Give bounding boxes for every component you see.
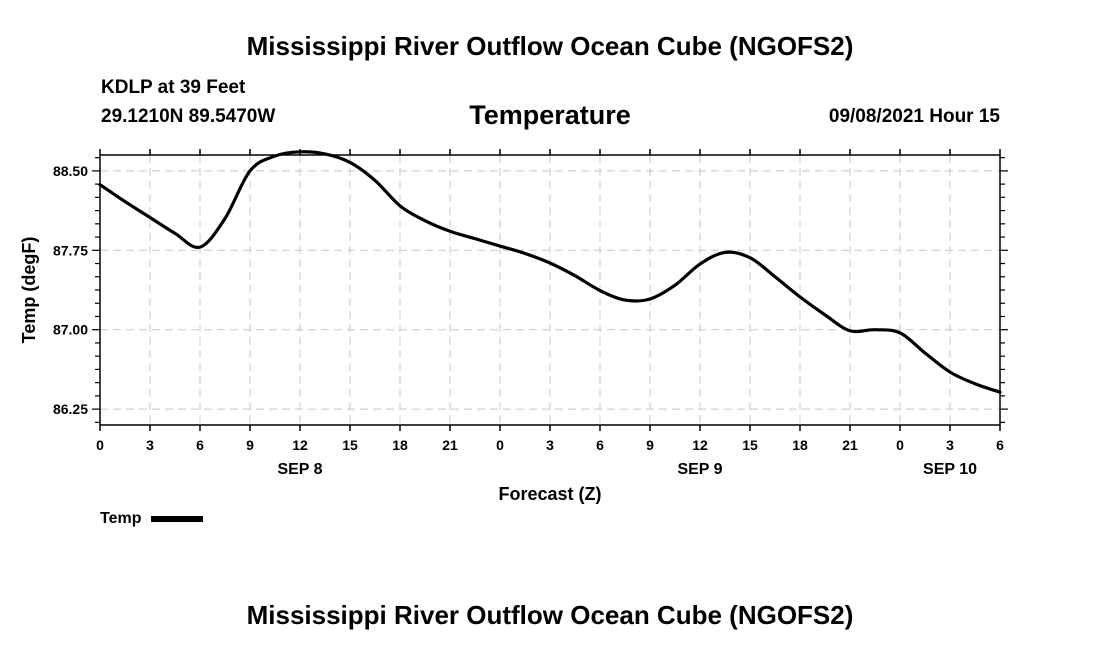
day-label: SEP 8 [277, 461, 322, 478]
x-axis-label: Forecast (Z) [498, 484, 601, 504]
legend-line-swatch [151, 515, 204, 522]
y-tick-label: 86.25 [53, 401, 88, 417]
day-label: SEP 10 [923, 461, 977, 478]
x-tick-label: 9 [646, 437, 654, 453]
x-tick-label: 21 [842, 437, 858, 453]
bottom-title: Mississippi River Outflow Ocean Cube (NG… [246, 600, 854, 630]
axis-ticks [92, 149, 1008, 431]
series-lines [98, 150, 1002, 394]
y-tick-label: 87.75 [53, 242, 88, 258]
x-tick-label: 0 [496, 437, 504, 453]
x-tick-label: 18 [792, 437, 808, 453]
station-label: KDLP at 39 Feet [101, 77, 246, 98]
x-tick-label: 12 [292, 437, 308, 453]
day-label: SEP 9 [677, 461, 722, 478]
x-tick-label: 15 [342, 437, 358, 453]
x-tick-label: 3 [146, 437, 154, 453]
x-tick-label: 9 [246, 437, 254, 453]
y-tick-label: 88.50 [53, 163, 88, 179]
x-tick-label: 6 [196, 437, 204, 453]
x-tick-label: 6 [596, 437, 604, 453]
y-tick-label: 87.00 [53, 322, 88, 338]
x-tick-label: 3 [946, 437, 954, 453]
x-tick-label: 21 [442, 437, 458, 453]
variable-title: Temperature [469, 100, 631, 130]
x-tick-label: 3 [546, 437, 554, 453]
top-title: Mississippi River Outflow Ocean Cube (NG… [246, 31, 854, 61]
x-tick-label: 15 [742, 437, 758, 453]
x-tick-label: 0 [896, 437, 904, 453]
forecast-datetime: 09/08/2021 Hour 15 [828, 106, 1000, 127]
x-tick-label: 0 [96, 437, 104, 453]
x-tick-label: 12 [692, 437, 708, 453]
legend: Temp [100, 510, 204, 528]
coordinates-label: 29.1210N 89.5470W [101, 106, 276, 127]
series-line-temp [98, 150, 1002, 394]
x-tick-label: 6 [996, 437, 1004, 453]
x-tick-label: 18 [392, 437, 408, 453]
axis-labels: 0 3 6 9 12 15 18 21 0 3 6 9 12 15 18 21 0 3 6 86.25 87.00 87.… [53, 163, 1004, 478]
y-axis-label: Temp (degF) [19, 237, 39, 344]
legend-label: Temp [100, 510, 142, 527]
